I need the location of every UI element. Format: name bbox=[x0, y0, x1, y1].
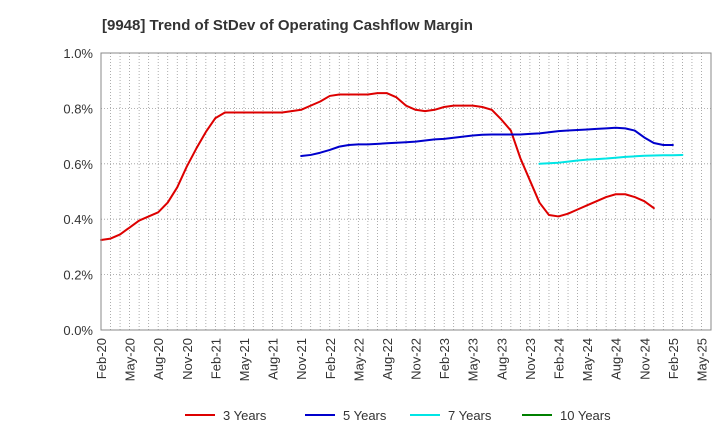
x-tick-label: Nov-23 bbox=[523, 338, 538, 380]
series-lines bbox=[100, 92, 684, 241]
y-tick-label: 0.2% bbox=[63, 268, 93, 283]
vertical-gridlines bbox=[110, 53, 702, 330]
legend-label: 3 Years bbox=[223, 408, 267, 423]
x-tick-label: Feb-25 bbox=[666, 338, 681, 379]
y-tick-label: 0.4% bbox=[63, 212, 93, 227]
x-tick-label: Nov-24 bbox=[637, 338, 652, 380]
x-tick-label: Aug-22 bbox=[380, 338, 395, 380]
x-tick-label: Nov-22 bbox=[409, 338, 424, 380]
series-line-7-years bbox=[538, 153, 684, 165]
x-tick-label: May-23 bbox=[466, 338, 481, 381]
x-axis-tick-labels: Feb-20 May-20 Aug-20 Nov-20 Feb-21 May-21 Aug-… bbox=[94, 338, 709, 381]
legend: 3 Years 5 Years 7 Years 10 Years bbox=[185, 408, 611, 423]
y-axis-tick-labels: 0.0% 0.2% 0.4% 0.6% 0.8% 1.0% bbox=[63, 46, 93, 338]
x-tick-label: Aug-21 bbox=[266, 338, 281, 380]
legend-label: 7 Years bbox=[448, 408, 492, 423]
plot-frame bbox=[100, 52, 712, 331]
x-tick-label: Nov-21 bbox=[294, 338, 309, 380]
y-tick-label: 1.0% bbox=[63, 46, 93, 61]
series-line-5-years bbox=[300, 126, 674, 158]
y-tick-label: 0.0% bbox=[63, 323, 93, 338]
x-tick-label: Aug-23 bbox=[494, 338, 509, 380]
x-tick-label: Aug-24 bbox=[609, 338, 624, 380]
plot-border bbox=[100, 52, 712, 331]
x-tick-label: Feb-22 bbox=[323, 338, 338, 379]
x-tick-label: May-21 bbox=[237, 338, 252, 381]
y-tick-label: 0.8% bbox=[63, 101, 93, 116]
x-tick-label: May-20 bbox=[123, 338, 138, 381]
y-tick-label: 0.6% bbox=[63, 157, 93, 172]
legend-label: 10 Years bbox=[560, 408, 611, 423]
x-tick-label: May-25 bbox=[694, 338, 709, 381]
x-tick-label: Nov-20 bbox=[180, 338, 195, 380]
x-tick-label: Feb-23 bbox=[437, 338, 452, 379]
series-line-3-years bbox=[100, 92, 655, 241]
x-tick-label: Feb-24 bbox=[552, 338, 567, 379]
legend-label: 5 Years bbox=[343, 408, 387, 423]
x-tick-label: Aug-20 bbox=[151, 338, 166, 380]
x-tick-label: May-24 bbox=[580, 338, 595, 381]
x-tick-label: Feb-20 bbox=[94, 338, 109, 379]
x-tick-label: Feb-21 bbox=[208, 338, 223, 379]
x-tick-label: May-22 bbox=[351, 338, 366, 381]
chart-title: [9948] Trend of StDev of Operating Cashf… bbox=[102, 17, 473, 34]
